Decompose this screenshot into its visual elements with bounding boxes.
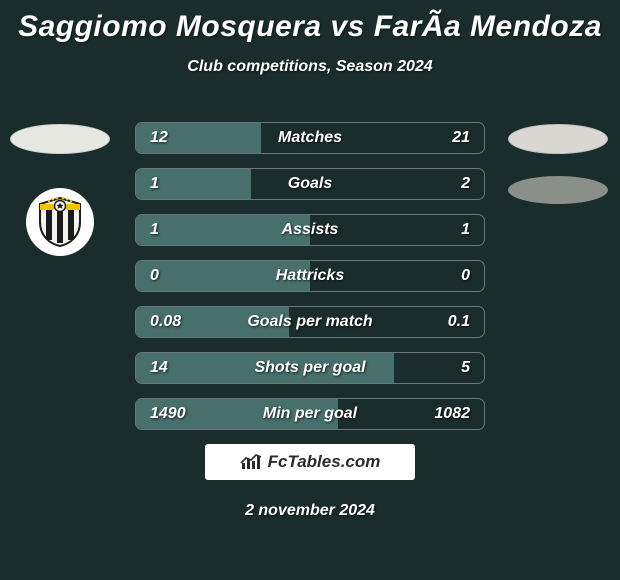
shield-icon (36, 196, 84, 248)
stat-bar-player-b (310, 215, 484, 245)
stat-row: 12Goals (135, 168, 485, 200)
stat-bar-player-b (338, 399, 484, 429)
brand-box: FcTables.com (205, 444, 415, 480)
stat-row: 145Shots per goal (135, 352, 485, 384)
player-b-name: FarÃ­a Mendoza (374, 10, 602, 43)
stat-row: 00Hattricks (135, 260, 485, 292)
stat-bar-player-b (310, 261, 484, 291)
stat-bar-player-a (136, 261, 310, 291)
stat-bar-player-a (136, 169, 251, 199)
stat-row: 0.080.1Goals per match (135, 306, 485, 338)
bar-chart-icon (240, 453, 262, 471)
player-a-club-badge (26, 188, 94, 256)
stat-row: 1221Matches (135, 122, 485, 154)
comparison-title: Saggiomo Mosquera vs FarÃ­a Mendoza (0, 0, 620, 44)
stat-bar-player-a (136, 215, 310, 245)
stat-bar-player-b (261, 123, 484, 153)
player-b-jersey-oval (508, 124, 608, 154)
stat-bar-player-b (289, 307, 484, 337)
stat-row: 14901082Min per goal (135, 398, 485, 430)
stat-bar-player-a (136, 399, 338, 429)
stat-bar-player-b (394, 353, 484, 383)
stat-bar-player-b (251, 169, 484, 199)
brand-text: FcTables.com (268, 452, 381, 472)
generated-date: 2 november 2024 (0, 502, 620, 520)
subtitle: Club competitions, Season 2024 (0, 58, 620, 76)
stat-bar-player-a (136, 123, 261, 153)
player-a-jersey-oval (10, 124, 110, 154)
title-vs: vs (330, 10, 364, 43)
player-a-name: Saggiomo Mosquera (18, 10, 322, 43)
stat-bar-player-a (136, 307, 289, 337)
stat-bar-player-a (136, 353, 394, 383)
stat-row: 11Assists (135, 214, 485, 246)
stats-table: 1221Matches 12Goals 11Assists 00Hattricks 0.… (135, 122, 485, 444)
player-b-secondary-oval (508, 176, 608, 204)
